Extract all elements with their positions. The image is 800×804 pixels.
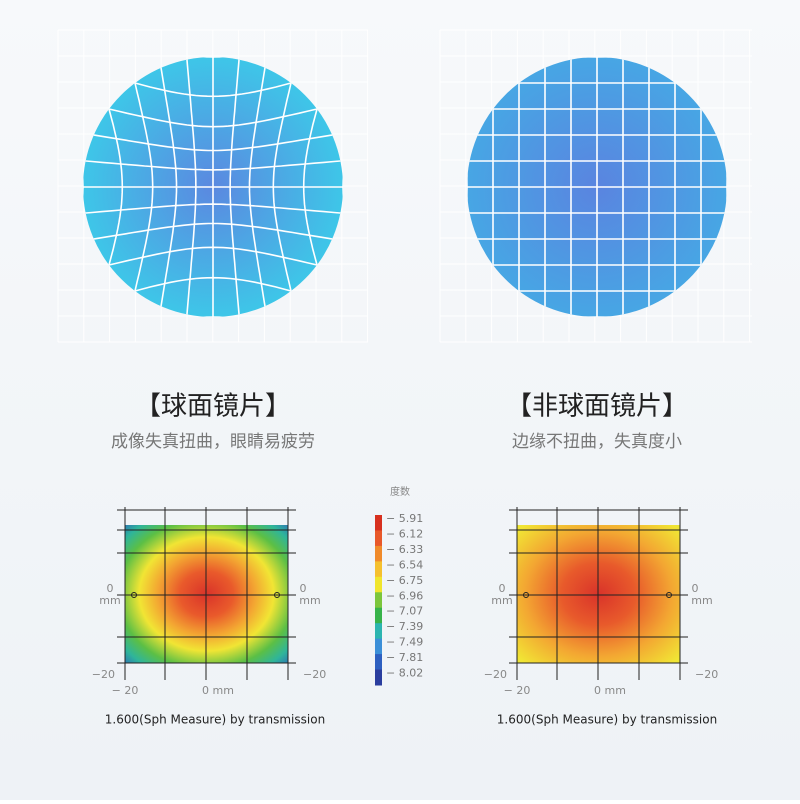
grid-line	[83, 203, 343, 221]
legend-swatch	[375, 592, 382, 609]
axis-label: 0	[499, 582, 506, 595]
axis-label: − 20	[112, 684, 139, 697]
legend-swatch	[375, 515, 382, 531]
legend-swatch	[375, 545, 382, 562]
legend-swatch	[375, 561, 382, 578]
axis-label: −20	[92, 668, 115, 681]
legend-label: − 7.39	[386, 620, 423, 633]
legend-label: − 6.54	[386, 558, 423, 571]
marker	[666, 592, 672, 598]
axis-label: mm	[99, 594, 120, 607]
panel-title: 【非球面镜片】	[506, 392, 688, 422]
axis-label: 0	[300, 582, 307, 595]
marker	[523, 592, 529, 598]
grid-line	[248, 57, 282, 317]
legend-swatch	[375, 576, 382, 593]
legend-swatch	[375, 654, 382, 671]
axis-label: 0 mm	[202, 684, 234, 697]
axis-label: −20	[484, 668, 507, 681]
legend: 度数 − 5.91 − 6.12 − 6.33 − 6.54 − 6.75 − 6.96 −…	[375, 485, 423, 686]
axis-label: mm	[299, 594, 320, 607]
axis-label: mm	[691, 594, 712, 607]
axis-label: 0 mm	[594, 684, 626, 697]
caption: 1.600(Sph Measure) by transmission	[105, 713, 325, 727]
heatmap-grid	[117, 507, 688, 680]
grid-line	[229, 57, 247, 317]
axis-label: −20	[695, 668, 718, 681]
legend-label: − 6.33	[386, 543, 423, 556]
legend-title: 度数	[390, 485, 410, 498]
legend-swatch	[375, 623, 382, 640]
marker	[274, 592, 280, 598]
legend-label: − 7.81	[386, 651, 423, 664]
legend-label: − 6.12	[386, 527, 423, 540]
legend-label: − 6.96	[386, 589, 423, 602]
legend-label: − 8.02	[386, 667, 423, 680]
caption: 1.600(Sph Measure) by transmission	[497, 713, 717, 727]
panel-subtitle: 边缘不扭曲，失真度小	[512, 432, 682, 452]
grid-line	[83, 222, 343, 256]
axis-label: mm	[491, 594, 512, 607]
panel-title: 【球面镜片】	[135, 392, 291, 422]
legend-swatch	[375, 638, 382, 655]
marker	[131, 592, 137, 598]
axis-label: 0	[692, 582, 699, 595]
legend-swatch	[375, 607, 382, 624]
axis-label: 0	[107, 582, 114, 595]
legend-swatch	[375, 530, 382, 547]
legend-label: − 6.75	[386, 574, 423, 587]
panel-subtitle: 成像失真扭曲，眼睛易疲劳	[111, 432, 315, 452]
axis-label: −20	[303, 668, 326, 681]
legend-label: − 7.49	[386, 636, 423, 649]
axis-label: − 20	[504, 684, 531, 697]
legend-label: − 7.07	[386, 605, 423, 618]
legend-swatch	[375, 669, 382, 686]
legend-label: − 5.91	[386, 512, 423, 525]
